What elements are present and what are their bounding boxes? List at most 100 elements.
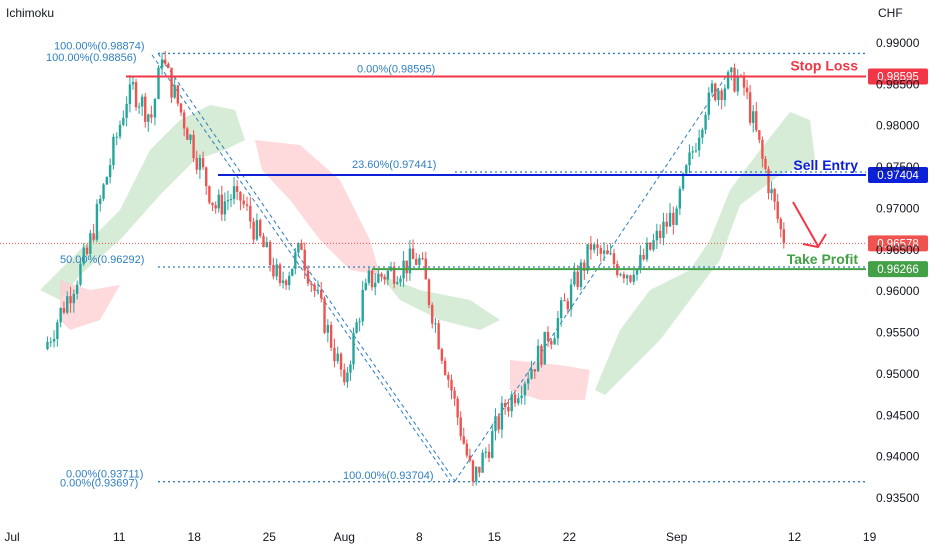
fib-diagonal-down-a[interactable] — [157, 53, 456, 482]
candle — [450, 374, 453, 400]
candle — [592, 242, 596, 254]
candle — [262, 232, 265, 248]
candle — [701, 127, 704, 144]
x-tick-label: 19 — [863, 530, 877, 544]
x-tick-label: 18 — [188, 530, 202, 544]
candle — [310, 281, 313, 292]
candle — [440, 347, 444, 365]
candle — [59, 307, 62, 328]
cloud-segment-3 — [380, 275, 500, 330]
candle — [642, 248, 645, 261]
sell-entry-price-badge[interactable]: 0.97404 — [868, 167, 928, 184]
candle — [726, 70, 730, 90]
candle — [147, 113, 150, 132]
candle — [153, 97, 157, 126]
candle — [418, 254, 421, 268]
candle — [268, 240, 272, 272]
candle — [164, 50, 167, 67]
candle — [214, 201, 217, 214]
candle — [513, 389, 517, 407]
stop-loss-title: Stop Loss — [790, 58, 858, 74]
candle — [465, 439, 469, 458]
candle — [530, 360, 533, 380]
candle — [546, 326, 550, 347]
price-badge-text: 0.96578 — [877, 238, 919, 250]
y-tick-label: 0.98000 — [876, 119, 920, 133]
candle — [160, 52, 164, 75]
candle — [326, 319, 330, 343]
candle — [527, 371, 530, 390]
candle — [645, 237, 649, 262]
fibonacci-drawings[interactable]: 100.00%(0.98874)100.00%(0.98856) 0.00%(0.… — [46, 40, 866, 490]
candle — [599, 244, 602, 262]
candle — [108, 158, 112, 184]
candle — [192, 130, 195, 163]
fib-label: 0.00%(0.98595) — [357, 64, 435, 76]
take-profit-price-badge[interactable]: 0.96266 — [868, 261, 928, 278]
candle — [405, 260, 408, 282]
candle — [462, 427, 465, 445]
candle — [205, 166, 208, 195]
candle — [566, 297, 569, 315]
candle — [306, 265, 310, 287]
y-tick-label: 0.96000 — [876, 284, 920, 298]
candle — [167, 62, 170, 69]
candle — [300, 239, 303, 251]
candle — [612, 248, 616, 268]
candle — [635, 268, 639, 281]
candle — [629, 274, 632, 284]
candle — [563, 293, 566, 302]
candle — [95, 199, 99, 243]
candle — [333, 338, 336, 368]
candle — [144, 93, 147, 128]
candle — [297, 242, 300, 257]
candle — [249, 197, 252, 229]
candle — [105, 176, 109, 185]
fib-diagonal-down-b[interactable] — [151, 54, 451, 481]
candle — [491, 423, 494, 459]
candle — [358, 317, 361, 332]
candle — [675, 205, 678, 226]
candle — [619, 272, 622, 277]
candle — [259, 218, 262, 238]
candle — [474, 466, 478, 486]
candle — [424, 251, 427, 280]
fib-label: 100.00%(0.93704) — [343, 470, 434, 482]
y-tick-label: 0.94000 — [876, 450, 920, 464]
y-tick-label: 0.95500 — [876, 326, 920, 340]
candle — [102, 183, 105, 202]
candle — [632, 268, 635, 286]
candle — [655, 223, 659, 249]
stop-loss-price-badge[interactable]: 0.98595 — [868, 68, 928, 85]
y-tick-label: 0.98500 — [876, 77, 920, 91]
price-badge-text: 0.96266 — [877, 264, 919, 276]
candle — [392, 261, 396, 289]
candle — [229, 194, 233, 208]
current-price-badge[interactable]: 0.96578 — [868, 235, 928, 252]
candle — [697, 129, 701, 157]
candle — [284, 278, 288, 290]
candle — [118, 120, 122, 140]
candle — [339, 352, 343, 377]
candle — [668, 203, 672, 227]
fib-label: 0.00%(0.93697) — [60, 478, 138, 490]
fib-label: 100.00%(0.98856) — [46, 52, 137, 64]
candle — [459, 411, 462, 441]
candle — [536, 339, 540, 372]
candle — [559, 297, 563, 327]
candle — [252, 217, 255, 245]
candle — [421, 252, 424, 261]
candle — [779, 217, 782, 238]
y-tick-label: 0.97500 — [876, 160, 920, 174]
candle — [720, 88, 723, 110]
candle — [255, 213, 259, 242]
candle — [291, 268, 294, 277]
candle — [265, 236, 269, 248]
candle — [478, 466, 481, 478]
candle — [658, 224, 662, 244]
candle — [211, 202, 214, 212]
candle — [510, 390, 513, 418]
take-profit-title: Take Profit — [787, 251, 859, 267]
